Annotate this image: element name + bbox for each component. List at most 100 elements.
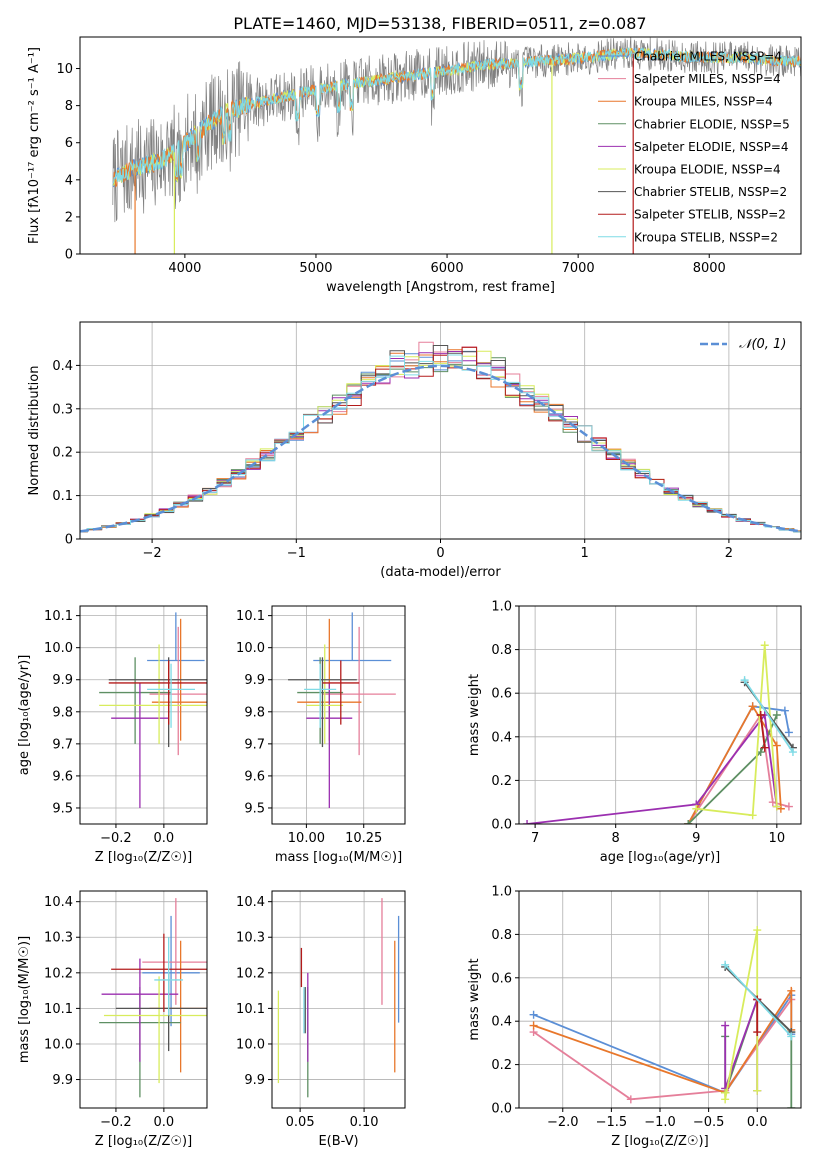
y-tick-label: 9.9 (52, 673, 73, 688)
weight-marker-kroupa_miles (787, 986, 796, 995)
x-tick-label: 9 (692, 831, 700, 846)
x-tick-label: 7000 (562, 261, 595, 276)
x-tick-label: 1 (581, 546, 589, 561)
weight-marker-salpeter_stelib (760, 743, 769, 752)
y-tick-label: 0.2 (491, 1058, 512, 1073)
weight-marker-kroupa_elodie (760, 641, 769, 650)
weight-line-kroupa_miles (687, 704, 782, 824)
age_vs_mass-axes: 10.00 10.25 9.5 9.6 9.7 9.8 9.9 10.0 10.1 mass [l… (236, 605, 406, 865)
y-tick-label: 0.8 (491, 928, 512, 943)
axes-frame (79, 36, 802, 255)
weight-line-chabrier_elodie (724, 997, 793, 1108)
x-tick-label: 0.0 (154, 831, 175, 846)
y-tick-label: 8 (65, 99, 73, 114)
normal-curve (80, 364, 801, 533)
weight_vs_age-axes: 7 8 9 10 0.0 0.2 0.4 0.6 0.8 1.0 age [log₁₀(age/yr… (467, 600, 802, 865)
spectrum-legend: Chabrier MILES, NSSP=4 Salpeter MILES, NS… (598, 50, 790, 244)
spectrum-panel: 4000 5000 6000 7000 8000 0 2 4 6 8 10 wavelength [A… (27, 36, 802, 295)
x-tick-label: 6000 (431, 261, 464, 276)
y-tick-label: 0.8 (491, 643, 512, 658)
weight-marker-kroupa_elodie (753, 926, 762, 935)
y-tick-label: 0.0 (491, 1102, 512, 1117)
x-tick-label: 0.0 (154, 1115, 175, 1130)
y-tick-label: 9.6 (52, 769, 73, 784)
y-axis-label: mass weight (467, 958, 482, 1040)
weight-marker-kroupa_miles (776, 804, 785, 813)
x-tick-label: −0.2 (100, 831, 132, 846)
y-axis-label: Flux [fλ10⁻¹⁷ erg cm⁻² s⁻¹ A⁻¹] (27, 47, 42, 244)
y-tick-label: 10.3 (236, 931, 265, 946)
age_vs_mass-panel: 10.00 10.25 9.5 9.6 9.7 9.8 9.9 10.0 10.1 mass [l… (236, 605, 406, 865)
x-axis-label: mass [log₁₀(M/M☉)] (275, 850, 402, 865)
y-tick-label: 9.8 (52, 705, 73, 720)
model-spectrum-kroupa_stelib (112, 46, 801, 185)
y-tick-label: 10 (56, 62, 73, 77)
y-tick-label: 10.0 (236, 1037, 265, 1052)
legend-entry: Chabrier STELIB, NSSP=2 (634, 185, 787, 199)
y-axis-label: Normed distribution (27, 366, 42, 496)
weight-line-kroupa_miles (533, 987, 793, 1094)
y-tick-label: 9.5 (52, 801, 73, 816)
weight-marker-kroupa_elodie (721, 1095, 730, 1104)
y-tick-label: 0.6 (491, 971, 512, 986)
mass_vs_Z-axes: −0.2 0.0 9.9 10.0 10.1 10.2 10.3 10.4 Z [log₁₀(Z… (17, 890, 208, 1149)
axes-frame (79, 605, 208, 825)
x-tick-label: −1.0 (644, 1115, 676, 1130)
legend-entry: Kroupa ELODIE, NSSP=4 (634, 163, 781, 177)
age_vs_mass-marks (288, 612, 396, 808)
weight-line-salpeter_miles (533, 998, 793, 1101)
weight_vs_age-panel: 7 8 9 10 0.0 0.2 0.4 0.6 0.8 1.0 age [log₁₀(age/yr… (467, 600, 802, 865)
y-tick-label: 10.0 (236, 641, 265, 656)
y-tick-label: 1.0 (491, 600, 512, 615)
legend-entry: Chabrier ELODIE, NSSP=5 (634, 117, 790, 131)
weight_vs_Z-marks (529, 926, 796, 1108)
y-tick-label: 0.3 (52, 402, 73, 417)
y-tick-label: 9.6 (244, 769, 265, 784)
x-axis-label: Z [log₁₀(Z/Z☉)] (95, 850, 192, 865)
x-tick-label: 10 (769, 831, 786, 846)
mass_vs_Z-panel: −0.2 0.0 9.9 10.0 10.1 10.2 10.3 10.4 Z [log₁₀(Z… (17, 890, 208, 1149)
y-tick-label: 9.8 (244, 705, 265, 720)
x-tick-label: 4000 (168, 261, 201, 276)
y-tick-label: 0.2 (52, 446, 73, 461)
y-tick-label: 2 (65, 210, 73, 225)
y-tick-label: 10.2 (44, 966, 73, 981)
x-axis-label: Z [log₁₀(Z/Z☉)] (611, 1134, 708, 1149)
weight-marker-chabrier_elodie (787, 1104, 796, 1108)
mass_vs_ebv-marks (277, 898, 400, 1098)
weight-line-kroupa_stelib (724, 964, 792, 1038)
x-axis-label: wavelength [Angstrom, rest frame] (326, 280, 555, 295)
y-tick-label: 0 (65, 248, 73, 263)
residual_hist-panel: −2 −1 0 1 2 0 0.1 0.2 0.3 0.4 (data-model)/error No… (27, 321, 802, 580)
legend-entry: Kroupa STELIB, NSSP=2 (634, 230, 778, 244)
weight-line-kroupa_stelib (743, 679, 794, 753)
y-tick-label: 1.0 (491, 885, 512, 900)
axes-frame (518, 605, 802, 825)
legend-entry: Salpeter ELODIE, NSSP=4 (634, 140, 789, 154)
weight-marker-chabrier_miles (784, 728, 793, 737)
x-tick-label: 0 (436, 546, 444, 561)
weight-marker-salpeter_elodie (721, 1021, 730, 1030)
x-tick-label: −1 (287, 546, 306, 561)
figure-title: PLATE=1460, MJD=53138, FIBERID=0511, z=0… (233, 14, 646, 33)
y-tick-label: 10.0 (44, 641, 73, 656)
y-tick-label: 10.1 (44, 1002, 73, 1017)
axes-frame (271, 890, 406, 1109)
weight-marker-kroupa_miles (772, 741, 781, 750)
x-tick-label: −2 (143, 546, 162, 561)
weight_vs_Z-panel: −2.0 −1.5 −1.0 −0.5 0.0 0.0 0.2 0.4 0.6 0.8 1.0 Z [… (467, 885, 802, 1149)
age_vs_Z-marks (99, 612, 207, 808)
x-axis-label: age [log₁₀(age/yr)] (600, 850, 721, 865)
weight-marker-chabrier_elodie (684, 820, 693, 824)
y-tick-label: 9.5 (244, 801, 265, 816)
y-tick-label: 10.3 (44, 931, 73, 946)
age_vs_Z-panel: −0.2 0.0 9.5 9.6 9.7 9.8 9.9 10.0 10.1 Z [log₁₀(Z… (17, 605, 208, 865)
weight-line-salpeter_stelib (759, 714, 766, 748)
x-tick-label: −2.0 (547, 1115, 579, 1130)
weight-marker-kroupa_elodie (748, 811, 757, 820)
weight-marker-chabrier_elodie (772, 711, 781, 719)
y-tick-label: 10.1 (236, 1002, 265, 1017)
x-tick-label: 0.05 (286, 1115, 315, 1130)
residual_hist-axes: −2 −1 0 1 2 0 0.1 0.2 0.3 0.4 (data-model)/error No… (27, 321, 802, 580)
age_vs_Z-axes: −0.2 0.0 9.5 9.6 9.7 9.8 9.9 10.0 10.1 Z [log₁₀(Z… (17, 605, 208, 865)
